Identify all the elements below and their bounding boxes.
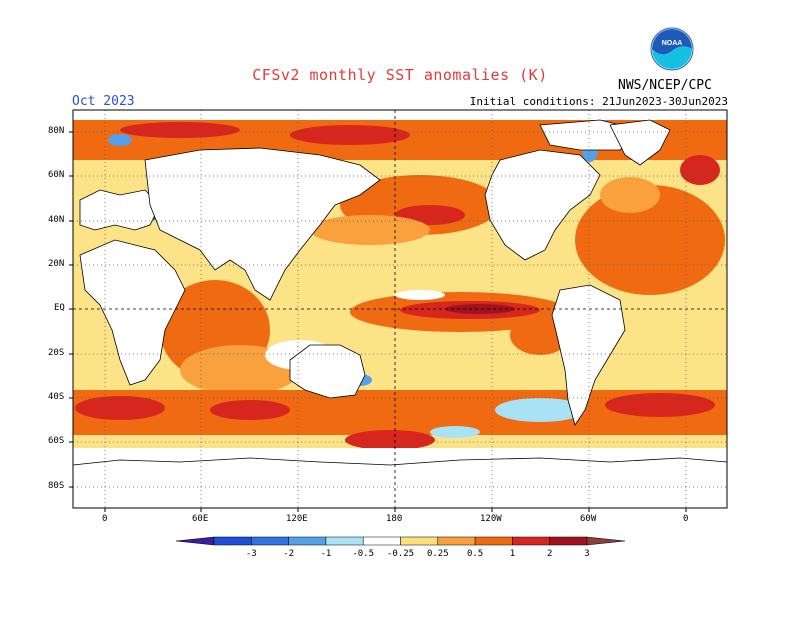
lat-label: 40N [48,215,65,225]
colorbar-tick-label: -3 [246,549,257,559]
lat-label: 60S [48,436,65,446]
forecast-month: Oct 2023 [72,94,135,109]
lat-label: 80N [48,126,65,136]
colorbar-swatch [251,536,289,546]
colorbar-tick-label: -0.25 [387,549,414,559]
graticule [73,110,727,508]
lat-label: 20S [48,348,65,358]
colorbar-swatch [437,536,476,546]
chart-title: CFSv2 monthly SST anomalies (K) [252,66,548,84]
colorbar-tick-label: -2 [283,549,294,559]
colorbar-swatch [288,536,327,546]
colorbar: -3 -2 -1 -0.5 -0.25 0.25 0.5 1 2 3 [175,536,626,559]
lat-label: 20N [48,259,65,269]
colorbar-tick-label: 1 [510,549,515,559]
anomaly-field [73,119,727,508]
lat-label: 40S [48,392,65,402]
colorbar-tick-label: 0.5 [467,549,483,559]
colorbar-swatch [400,536,439,546]
colorbar-tick-label: -0.5 [352,549,374,559]
axis-ticks [69,131,687,512]
colorbar-swatch [362,536,401,546]
colorbar-swatch [512,536,550,546]
colorbar-swatch [325,536,364,546]
lon-label: 120W [480,514,502,524]
svg-text:NOAA: NOAA [662,40,683,47]
lat-label: EQ [54,303,65,313]
noaa-logo: NOAA [650,27,694,71]
lon-label: 60E [192,514,209,524]
lon-label: 0 [683,514,689,524]
colorbar-swatch [474,536,513,546]
lat-label: 80S [48,481,65,491]
colorbar-tick-label: 3 [584,549,589,559]
initial-conditions: Initial conditions: 21Jun2023-30Jun2023 [469,95,728,108]
lon-label: 60W [580,514,597,524]
colorbar-high-extension [586,536,626,546]
colorbar-low-extension [175,536,215,546]
colorbar-tick-label: 2 [547,549,552,559]
lon-label: 120E [286,514,308,524]
lon-label: 180 [386,514,403,524]
colorbar-swatch [549,536,588,546]
lon-label: 0 [102,514,108,524]
colorbar-tick-label: 0.25 [427,549,449,559]
lat-label: 60N [48,170,65,180]
land-masses [73,119,727,508]
colorbar-swatch [213,536,252,546]
agency-label: NWS/NCEP/CPC [618,78,712,93]
colorbar-tick-label: -1 [320,549,331,559]
